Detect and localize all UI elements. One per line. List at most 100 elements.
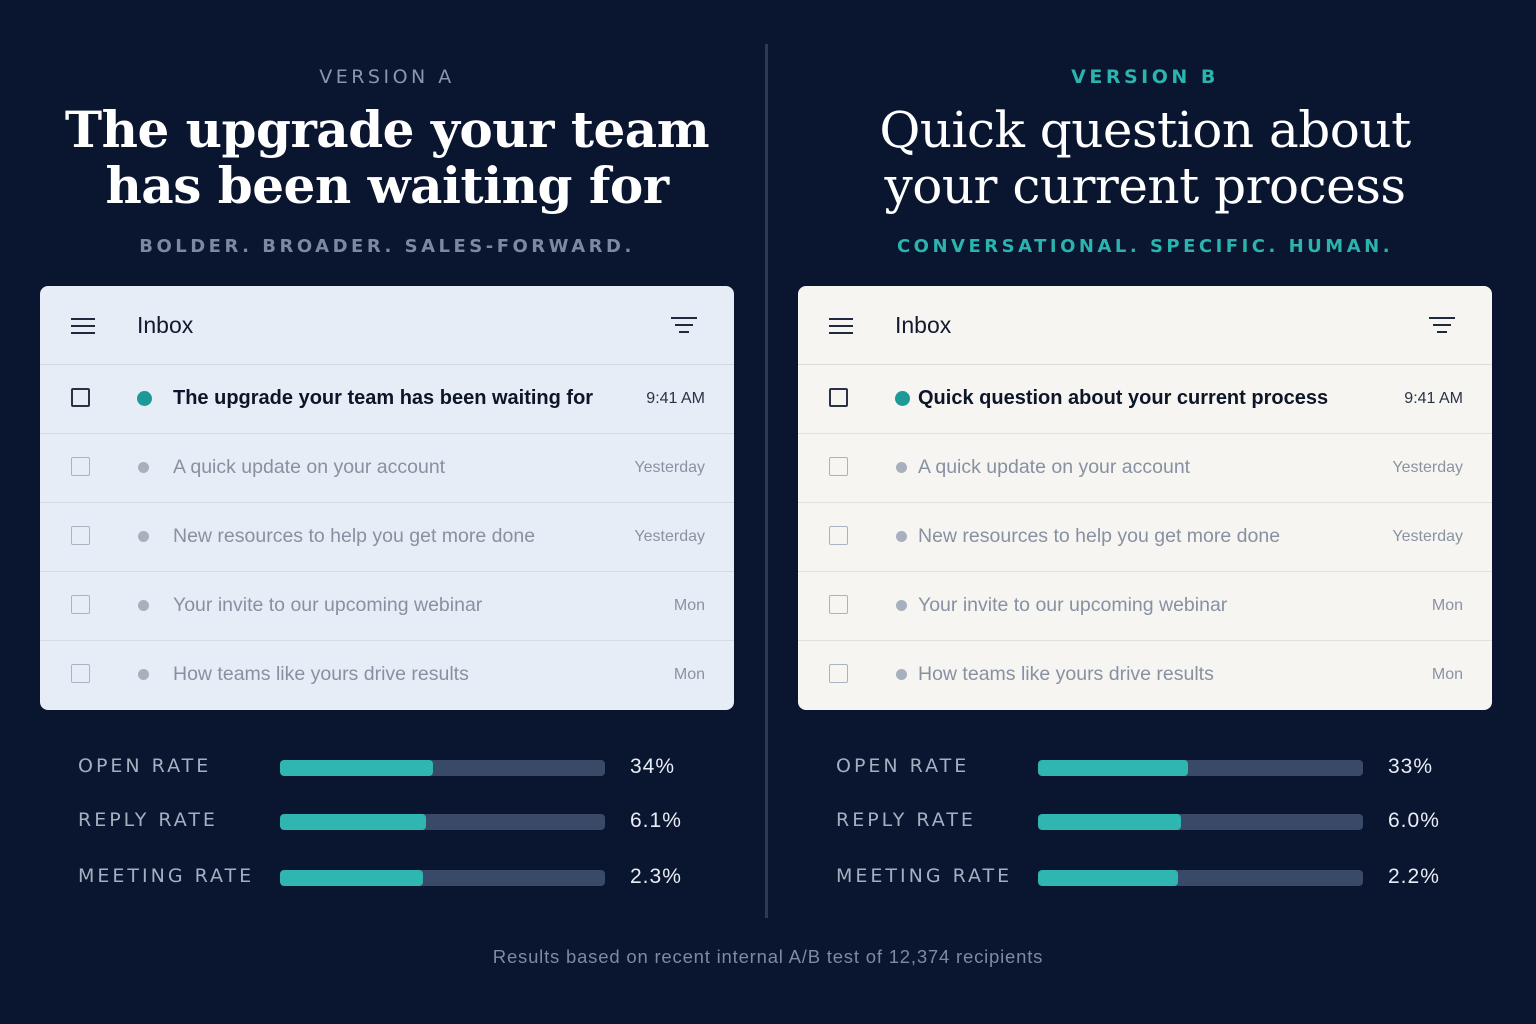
email-row[interactable]: The upgrade your team has been waiting f… — [40, 365, 734, 434]
version-a-label: VERSION A — [319, 66, 455, 88]
checkbox-icon[interactable] — [71, 595, 90, 614]
email-time: Mon — [673, 666, 705, 683]
inbox-title: Inbox — [137, 312, 194, 338]
metric-label: REPLY RATE — [836, 809, 976, 831]
email-subject: A quick update on your account — [918, 456, 1191, 478]
email-row[interactable]: How teams like yours drive results Mon — [798, 641, 1492, 709]
email-subject: Your invite to our upcoming webinar — [918, 594, 1228, 616]
metric-label: MEETING RATE — [836, 865, 1013, 887]
metric-label: MEETING RATE — [78, 865, 255, 887]
metric-value: 34% — [630, 755, 676, 778]
metric-value: 2.2% — [1388, 865, 1440, 888]
read-dot-icon — [138, 531, 149, 542]
email-row[interactable]: Quick question about your current proces… — [798, 365, 1492, 434]
email-time: Yesterday — [1392, 528, 1463, 545]
email-row[interactable]: A quick update on your account Yesterday — [40, 434, 734, 503]
metric-bar-fill — [1038, 814, 1181, 830]
email-subject: The upgrade your team has been waiting f… — [173, 387, 594, 409]
metric-bar — [1038, 760, 1363, 776]
checkbox-icon[interactable] — [71, 457, 90, 476]
headline-line-1: Quick question about — [879, 101, 1411, 159]
email-row[interactable]: Your invite to our upcoming webinar Mon — [40, 572, 734, 641]
metric-bar — [280, 814, 605, 830]
metric-label: REPLY RATE — [78, 809, 218, 831]
email-time: Yesterday — [634, 528, 705, 545]
metric-open-rate: OPEN RATE 33% — [798, 752, 1492, 782]
menu-icon[interactable] — [829, 318, 853, 334]
checkbox-icon[interactable] — [829, 595, 848, 614]
metric-value: 2.3% — [630, 865, 682, 888]
metric-reply-rate: REPLY RATE 6.0% — [798, 806, 1492, 836]
read-dot-icon — [138, 669, 149, 680]
version-b-panel: VERSION B Quick question about your curr… — [798, 0, 1492, 920]
metric-value: 6.0% — [1388, 809, 1440, 832]
email-time: Mon — [1431, 666, 1463, 683]
metric-value: 33% — [1388, 755, 1434, 778]
email-time: Mon — [1431, 597, 1463, 614]
email-time: 9:41 AM — [1404, 390, 1463, 407]
metric-value: 6.1% — [630, 809, 682, 832]
email-time: Mon — [673, 597, 705, 614]
read-dot-icon — [138, 462, 149, 473]
email-time: 9:41 AM — [646, 390, 705, 407]
checkbox-icon[interactable] — [829, 388, 848, 407]
inbox-title: Inbox — [895, 312, 952, 338]
menu-icon[interactable] — [71, 318, 95, 334]
inbox-card: Inbox The upgrade your team has been wai… — [40, 286, 734, 710]
version-b-label: VERSION B — [1071, 66, 1219, 88]
panel-divider — [765, 44, 768, 918]
version-b-tagline: CONVERSATIONAL. SPECIFIC. HUMAN. — [896, 236, 1394, 257]
checkbox-icon[interactable] — [829, 526, 848, 545]
email-row[interactable]: New resources to help you get more done … — [40, 503, 734, 572]
email-subject: How teams like yours drive results — [173, 663, 469, 685]
metric-bar — [280, 760, 605, 776]
email-time: Yesterday — [1392, 459, 1463, 476]
inbox-header: Inbox — [798, 286, 1492, 365]
version-a-headline: The upgrade your team has been waiting f… — [40, 102, 734, 214]
unread-dot-icon — [137, 391, 152, 406]
metric-bar-fill — [280, 870, 423, 886]
headline-line-2: your current process — [884, 157, 1406, 215]
email-row[interactable]: Your invite to our upcoming webinar Mon — [798, 572, 1492, 641]
email-row[interactable]: A quick update on your account Yesterday — [798, 434, 1492, 503]
metric-label: OPEN RATE — [78, 755, 212, 777]
read-dot-icon — [896, 531, 907, 542]
metric-bar — [1038, 814, 1363, 830]
metric-meeting-rate: MEETING RATE 2.2% — [798, 862, 1492, 892]
metric-bar-fill — [1038, 760, 1188, 776]
metric-bar-fill — [280, 760, 433, 776]
headline-line-1: The upgrade your team — [64, 100, 710, 159]
version-b-headline: Quick question about your current proces… — [798, 102, 1492, 214]
metric-meeting-rate: MEETING RATE 2.3% — [40, 862, 734, 892]
metric-reply-rate: REPLY RATE 6.1% — [40, 806, 734, 836]
email-row[interactable]: How teams like yours drive results Mon — [40, 641, 734, 709]
metric-label: OPEN RATE — [836, 755, 970, 777]
read-dot-icon — [896, 669, 907, 680]
checkbox-icon[interactable] — [71, 526, 90, 545]
inbox-card: Inbox Quick question about your current … — [798, 286, 1492, 710]
read-dot-icon — [896, 462, 907, 473]
version-a-panel: VERSION A The upgrade your team has been… — [40, 0, 734, 920]
unread-dot-icon — [895, 391, 910, 406]
checkbox-icon[interactable] — [71, 388, 90, 407]
email-subject: Your invite to our upcoming webinar — [173, 594, 483, 616]
metric-bar-fill — [280, 814, 427, 830]
checkbox-icon[interactable] — [829, 457, 848, 476]
email-subject: New resources to help you get more done — [173, 525, 536, 547]
filter-icon[interactable] — [1428, 317, 1456, 337]
email-subject: New resources to help you get more done — [918, 525, 1281, 547]
metric-bar-fill — [1038, 870, 1178, 886]
version-a-tagline: BOLDER. BROADER. SALES-FORWARD. — [139, 236, 635, 257]
filter-icon[interactable] — [670, 317, 698, 337]
email-row[interactable]: New resources to help you get more done … — [798, 503, 1492, 572]
read-dot-icon — [896, 600, 907, 611]
email-time: Yesterday — [634, 459, 705, 476]
metric-bar — [1038, 870, 1363, 886]
email-subject: How teams like yours drive results — [918, 663, 1214, 685]
footnote: Results based on recent internal A/B tes… — [492, 946, 1044, 967]
checkbox-icon[interactable] — [829, 664, 848, 683]
email-subject: Quick question about your current proces… — [918, 387, 1329, 409]
checkbox-icon[interactable] — [71, 664, 90, 683]
read-dot-icon — [138, 600, 149, 611]
email-subject: A quick update on your account — [173, 456, 446, 478]
